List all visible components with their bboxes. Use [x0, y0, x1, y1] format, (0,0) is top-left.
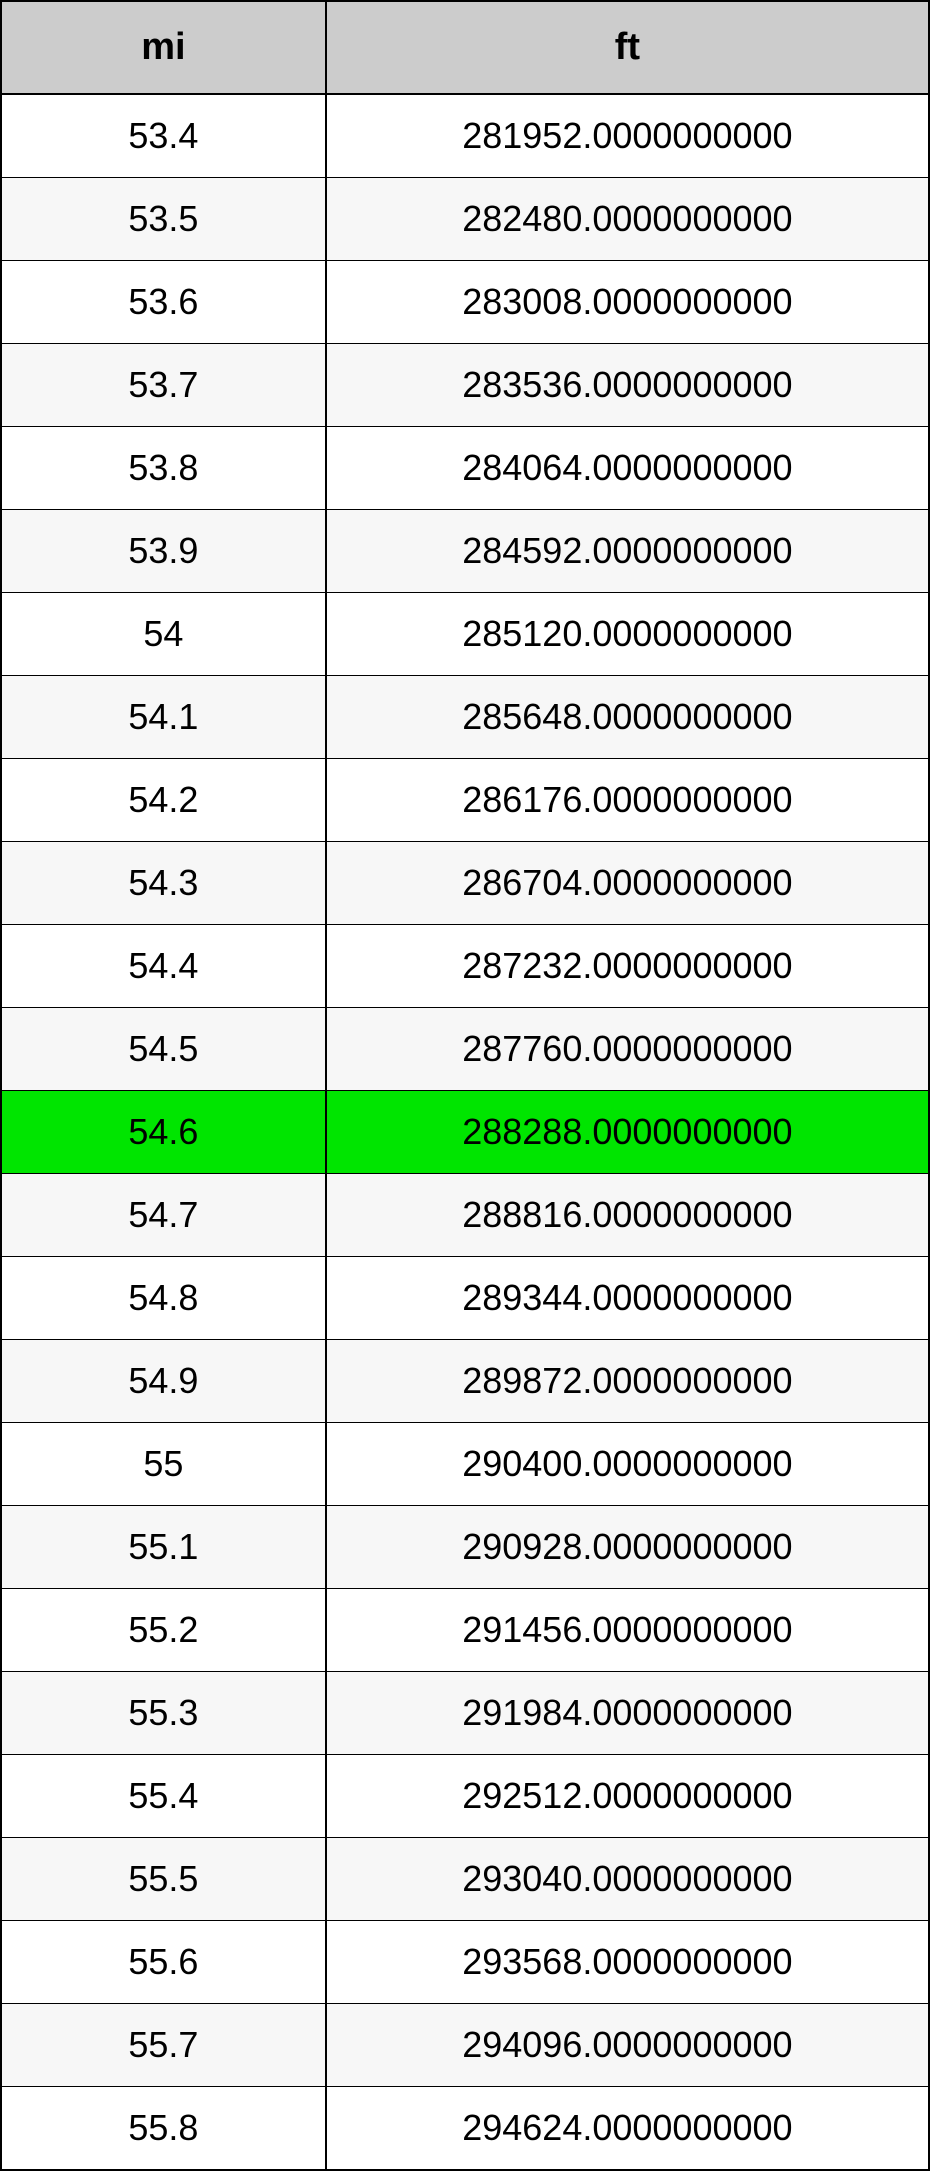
cell-ft: 286704.0000000000: [326, 842, 929, 925]
table-row: 54.2286176.0000000000: [1, 759, 929, 842]
table-header-row: mi ft: [1, 1, 929, 94]
cell-mi: 55.3: [1, 1672, 326, 1755]
cell-ft: 289872.0000000000: [326, 1340, 929, 1423]
table-row: 53.5282480.0000000000: [1, 178, 929, 261]
column-header-mi: mi: [1, 1, 326, 94]
cell-mi: 55.5: [1, 1838, 326, 1921]
cell-mi: 54.6: [1, 1091, 326, 1174]
table-row: 54.8289344.0000000000: [1, 1257, 929, 1340]
table-row: 54.7288816.0000000000: [1, 1174, 929, 1257]
cell-ft: 292512.0000000000: [326, 1755, 929, 1838]
cell-ft: 288288.0000000000: [326, 1091, 929, 1174]
cell-mi: 53.5: [1, 178, 326, 261]
table-row: 53.6283008.0000000000: [1, 261, 929, 344]
cell-ft: 283536.0000000000: [326, 344, 929, 427]
cell-mi: 55.7: [1, 2004, 326, 2087]
table-row: 55.1290928.0000000000: [1, 1506, 929, 1589]
cell-ft: 294096.0000000000: [326, 2004, 929, 2087]
cell-mi: 53.9: [1, 510, 326, 593]
table-row: 55.8294624.0000000000: [1, 2087, 929, 2171]
cell-mi: 55.8: [1, 2087, 326, 2171]
table-row: 54.4287232.0000000000: [1, 925, 929, 1008]
cell-ft: 291456.0000000000: [326, 1589, 929, 1672]
cell-mi: 55.4: [1, 1755, 326, 1838]
cell-mi: 55: [1, 1423, 326, 1506]
cell-ft: 294624.0000000000: [326, 2087, 929, 2171]
table-row: 54285120.0000000000: [1, 593, 929, 676]
cell-ft: 282480.0000000000: [326, 178, 929, 261]
cell-mi: 53.8: [1, 427, 326, 510]
table-row: 54.3286704.0000000000: [1, 842, 929, 925]
column-header-ft: ft: [326, 1, 929, 94]
cell-mi: 53.7: [1, 344, 326, 427]
table-row: 55.5293040.0000000000: [1, 1838, 929, 1921]
cell-mi: 53.4: [1, 94, 326, 178]
table-row: 54.6288288.0000000000: [1, 1091, 929, 1174]
cell-mi: 55.6: [1, 1921, 326, 2004]
table-row: 55.2291456.0000000000: [1, 1589, 929, 1672]
cell-ft: 281952.0000000000: [326, 94, 929, 178]
cell-mi: 54.5: [1, 1008, 326, 1091]
cell-mi: 54.8: [1, 1257, 326, 1340]
cell-ft: 289344.0000000000: [326, 1257, 929, 1340]
table-row: 55.3291984.0000000000: [1, 1672, 929, 1755]
table-row: 55290400.0000000000: [1, 1423, 929, 1506]
cell-mi: 54.2: [1, 759, 326, 842]
table-row: 55.4292512.0000000000: [1, 1755, 929, 1838]
table-row: 55.7294096.0000000000: [1, 2004, 929, 2087]
table-row: 53.4281952.0000000000: [1, 94, 929, 178]
cell-ft: 287232.0000000000: [326, 925, 929, 1008]
table-row: 54.5287760.0000000000: [1, 1008, 929, 1091]
cell-ft: 284064.0000000000: [326, 427, 929, 510]
table-row: 53.9284592.0000000000: [1, 510, 929, 593]
cell-ft: 293040.0000000000: [326, 1838, 929, 1921]
cell-ft: 284592.0000000000: [326, 510, 929, 593]
cell-mi: 54.4: [1, 925, 326, 1008]
cell-mi: 54: [1, 593, 326, 676]
cell-ft: 290928.0000000000: [326, 1506, 929, 1589]
cell-ft: 283008.0000000000: [326, 261, 929, 344]
cell-mi: 55.2: [1, 1589, 326, 1672]
conversion-table: mi ft 53.4281952.000000000053.5282480.00…: [0, 0, 930, 2171]
table-row: 54.1285648.0000000000: [1, 676, 929, 759]
cell-mi: 54.1: [1, 676, 326, 759]
cell-ft: 285648.0000000000: [326, 676, 929, 759]
table-row: 54.9289872.0000000000: [1, 1340, 929, 1423]
cell-ft: 286176.0000000000: [326, 759, 929, 842]
cell-ft: 287760.0000000000: [326, 1008, 929, 1091]
cell-ft: 291984.0000000000: [326, 1672, 929, 1755]
cell-mi: 54.7: [1, 1174, 326, 1257]
table-row: 53.8284064.0000000000: [1, 427, 929, 510]
table-body: 53.4281952.000000000053.5282480.00000000…: [1, 94, 929, 2170]
cell-ft: 285120.0000000000: [326, 593, 929, 676]
cell-mi: 54.3: [1, 842, 326, 925]
table-row: 55.6293568.0000000000: [1, 1921, 929, 2004]
cell-ft: 293568.0000000000: [326, 1921, 929, 2004]
cell-ft: 288816.0000000000: [326, 1174, 929, 1257]
cell-mi: 54.9: [1, 1340, 326, 1423]
cell-ft: 290400.0000000000: [326, 1423, 929, 1506]
cell-mi: 53.6: [1, 261, 326, 344]
cell-mi: 55.1: [1, 1506, 326, 1589]
table-row: 53.7283536.0000000000: [1, 344, 929, 427]
